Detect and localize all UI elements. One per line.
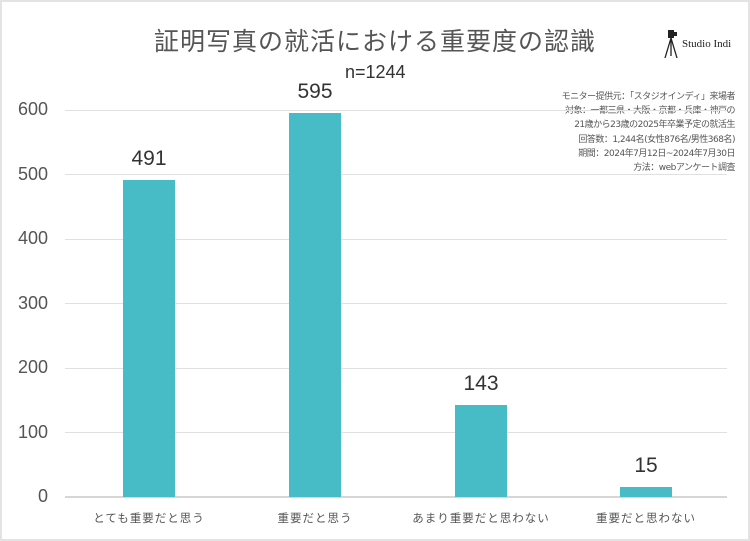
bar-important: [289, 113, 341, 497]
note-line: 対象：一都三県・大阪・京都・兵庫・神戸の: [564, 106, 736, 117]
note-line: 回答数：1,244名(女性876名/男性368名): [578, 134, 735, 145]
category-label: とても重要だと思う: [93, 511, 205, 525]
camera-tripod-icon: [664, 30, 678, 58]
ytick-label: 600: [17, 99, 48, 119]
bar-very-important: [123, 180, 175, 497]
gridline-300: [65, 303, 727, 304]
ytick-label: 500: [17, 164, 48, 184]
logo-text: Studio Indi: [682, 38, 732, 50]
studio-indi-logo: Studio Indi: [664, 30, 731, 58]
category-label: 重要だと思う: [277, 511, 353, 525]
survey-notes: モニター提供元：「スタジオインディ」来場者 対象：一都三県・大阪・京都・兵庫・神…: [561, 90, 736, 175]
gridline-500: [65, 174, 727, 175]
chart-subtitle: n=1244: [345, 62, 406, 82]
chart-title: 証明写真の就活における重要度の認識: [153, 27, 596, 56]
value-label: 143: [463, 372, 499, 395]
category-label: 重要だと思わない: [596, 511, 696, 525]
gridline-100: [65, 432, 727, 433]
baseline: [65, 496, 727, 498]
ytick-label: 0: [37, 486, 48, 506]
gridline-200: [65, 368, 727, 369]
bar-not-important: [620, 487, 672, 497]
value-label: 491: [131, 147, 167, 170]
ytick-label: 300: [17, 293, 48, 313]
category-label: あまり重要だと思わない: [412, 511, 550, 525]
note-line: 方法：webアンケート調査: [633, 163, 735, 174]
ytick-label: 100: [17, 422, 48, 442]
gridline-600: [65, 110, 727, 111]
note-line: 21歳から23歳の2025年卒業予定の就活生: [574, 120, 735, 131]
ytick-label: 400: [17, 228, 48, 248]
gridline-400: [65, 239, 727, 240]
value-label: 15: [634, 454, 658, 477]
value-label: 595: [297, 80, 333, 103]
note-line: 期間：2024年7月12日~2024年7月30日: [578, 148, 735, 159]
note-line: モニター提供元：「スタジオインディ」来場者: [561, 92, 736, 102]
ytick-label: 200: [17, 357, 48, 377]
bar-not-very-important: [455, 405, 507, 497]
